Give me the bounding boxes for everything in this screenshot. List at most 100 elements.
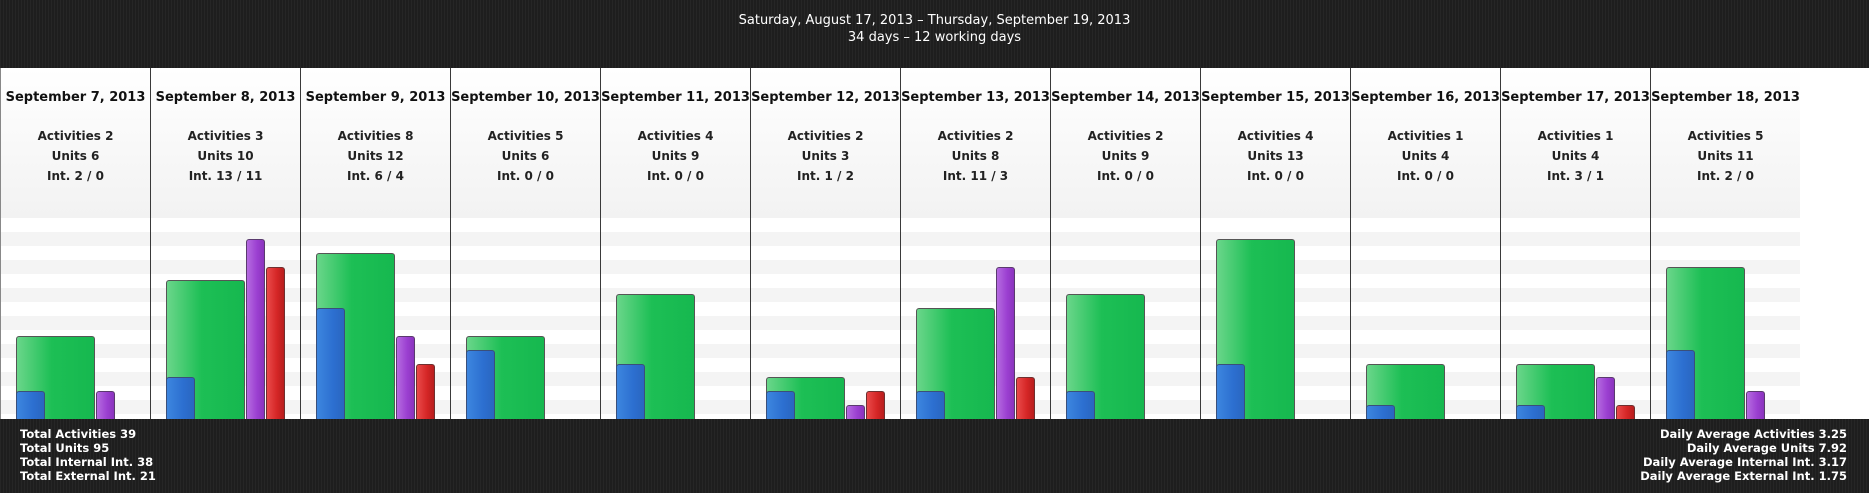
empty-area <box>1801 68 1869 419</box>
internal-bar <box>396 336 415 419</box>
activities-bar <box>1666 350 1695 419</box>
day-interactions: Int. 0 / 0 <box>1397 169 1454 183</box>
day-units: Units 4 <box>1551 149 1600 163</box>
day-info-panel: September 16, 2013 Activities 1 Units 4 Int… <box>1351 68 1500 219</box>
day-interactions: Int. 6 / 4 <box>347 169 404 183</box>
day-plot-area <box>451 218 600 419</box>
day-column[interactable]: September 9, 2013 Activities 8 Units 12 Int… <box>300 68 450 419</box>
activities-bar <box>766 391 795 419</box>
day-plot-area <box>1 218 150 419</box>
activities-bar <box>1066 391 1095 419</box>
day-info-panel: September 18, 2013 Activities 5 Units 11 In… <box>1651 68 1800 219</box>
day-units: Units 4 <box>1401 149 1450 163</box>
day-units: Units 6 <box>51 149 100 163</box>
day-info-panel: September 17, 2013 Activities 1 Units 4 Int… <box>1501 68 1650 219</box>
day-activities: Activities 8 <box>337 129 414 143</box>
total-external: Total External Int. 21 <box>20 469 156 483</box>
activities-bar <box>466 350 495 419</box>
day-activities: Activities 3 <box>187 129 264 143</box>
day-interactions: Int. 11 / 3 <box>942 169 1009 183</box>
day-info-panel: September 8, 2013 Activities 3 Units 10 Int… <box>151 68 300 219</box>
day-columns: September 7, 2013 Activities 2 Units 6 Int.… <box>0 68 1801 419</box>
day-activities: Activities 2 <box>787 129 864 143</box>
external-bar <box>266 267 285 419</box>
day-units: Units 3 <box>801 149 850 163</box>
external-bar <box>866 391 885 419</box>
day-info-panel: September 15, 2013 Activities 4 Units 13 In… <box>1201 68 1350 219</box>
day-column[interactable]: September 10, 2013 Activities 5 Units 6 Int… <box>450 68 600 419</box>
activities-bar <box>316 308 345 419</box>
day-info-panel: September 11, 2013 Activities 4 Units 9 Int… <box>601 68 750 219</box>
external-bar <box>1016 377 1035 419</box>
day-column[interactable]: September 18, 2013 Activities 5 Units 11 In… <box>1650 68 1800 419</box>
day-info-panel: September 13, 2013 Activities 2 Units 8 Int… <box>901 68 1050 219</box>
day-interactions: Int. 13 / 11 <box>188 169 263 183</box>
day-column[interactable]: September 12, 2013 Activities 2 Units 3 Int… <box>750 68 900 419</box>
day-units: Units 11 <box>1697 149 1754 163</box>
header-bar: Saturday, August 17, 2013 – Thursday, Se… <box>0 0 1869 68</box>
day-plot-area <box>1651 218 1800 419</box>
avg-external: Daily Average External Int. 1.75 <box>1640 469 1847 483</box>
total-internal: Total Internal Int. 38 <box>20 455 154 469</box>
day-info-panel: September 7, 2013 Activities 2 Units 6 Int.… <box>1 68 150 219</box>
day-date: September 12, 2013 <box>751 90 900 105</box>
activities-bar <box>1216 364 1245 419</box>
internal-bar <box>996 267 1015 419</box>
day-activities: Activities 4 <box>637 129 714 143</box>
day-date: September 13, 2013 <box>901 90 1050 105</box>
avg-activities: Daily Average Activities 3.25 <box>1660 427 1847 441</box>
day-column[interactable]: September 7, 2013 Activities 2 Units 6 Int.… <box>0 68 150 419</box>
day-column[interactable]: September 14, 2013 Activities 2 Units 9 Int… <box>1050 68 1200 419</box>
internal-bar <box>1746 391 1765 419</box>
internal-bar <box>846 405 865 419</box>
day-date: September 18, 2013 <box>1651 90 1800 105</box>
day-date: September 14, 2013 <box>1051 90 1200 105</box>
day-units: Units 10 <box>197 149 254 163</box>
day-column[interactable]: September 15, 2013 Activities 4 Units 13 In… <box>1200 68 1350 419</box>
day-info-panel: September 10, 2013 Activities 5 Units 6 Int… <box>451 68 600 219</box>
external-bar <box>1616 405 1635 419</box>
day-plot-area <box>151 218 300 419</box>
avg-internal: Daily Average Internal Int. 3.17 <box>1643 455 1847 469</box>
day-interactions: Int. 1 / 2 <box>797 169 854 183</box>
day-units: Units 9 <box>1101 149 1150 163</box>
day-interactions: Int. 0 / 0 <box>1247 169 1304 183</box>
activities-bar <box>166 377 195 419</box>
total-activities: Total Activities 39 <box>20 427 137 441</box>
day-plot-area <box>301 218 450 419</box>
date-range-title: Saturday, August 17, 2013 – Thursday, Se… <box>738 13 1131 28</box>
day-activities: Activities 2 <box>37 129 114 143</box>
day-plot-area <box>1351 218 1500 419</box>
day-plot-area <box>751 218 900 419</box>
timeline-chart: September 7, 2013 Activities 2 Units 6 Int.… <box>0 68 1869 419</box>
day-plot-area <box>1501 218 1650 419</box>
day-column[interactable]: September 16, 2013 Activities 1 Units 4 Int… <box>1350 68 1500 419</box>
day-date: September 17, 2013 <box>1501 90 1650 105</box>
day-activities: Activities 5 <box>1687 129 1764 143</box>
day-activities: Activities 2 <box>1087 129 1164 143</box>
day-info-panel: September 12, 2013 Activities 2 Units 3 Int… <box>751 68 900 219</box>
day-units: Units 12 <box>347 149 404 163</box>
day-units: Units 13 <box>1247 149 1304 163</box>
day-activities: Activities 4 <box>1237 129 1314 143</box>
activities-bar <box>16 391 45 419</box>
day-date: September 10, 2013 <box>451 90 600 105</box>
day-interactions: Int. 2 / 0 <box>1697 169 1754 183</box>
day-column[interactable]: September 13, 2013 Activities 2 Units 8 Int… <box>900 68 1050 419</box>
day-plot-area <box>901 218 1050 419</box>
day-units: Units 6 <box>501 149 550 163</box>
activities-bar <box>916 391 945 419</box>
day-interactions: Int. 0 / 0 <box>497 169 554 183</box>
internal-bar <box>1596 377 1615 419</box>
day-interactions: Int. 2 / 0 <box>47 169 104 183</box>
internal-bar <box>246 239 265 419</box>
day-activities: Activities 2 <box>937 129 1014 143</box>
day-column[interactable]: September 11, 2013 Activities 4 Units 9 Int… <box>600 68 750 419</box>
day-interactions: Int. 0 / 0 <box>647 169 704 183</box>
day-activities: Activities 5 <box>487 129 564 143</box>
day-column[interactable]: September 8, 2013 Activities 3 Units 10 Int… <box>150 68 300 419</box>
footer-bar: Total Activities 39 Total Units 95 Total… <box>0 419 1869 493</box>
day-column[interactable]: September 17, 2013 Activities 1 Units 4 Int… <box>1500 68 1650 419</box>
day-interactions: Int. 0 / 0 <box>1097 169 1154 183</box>
day-activities: Activities 1 <box>1537 129 1614 143</box>
